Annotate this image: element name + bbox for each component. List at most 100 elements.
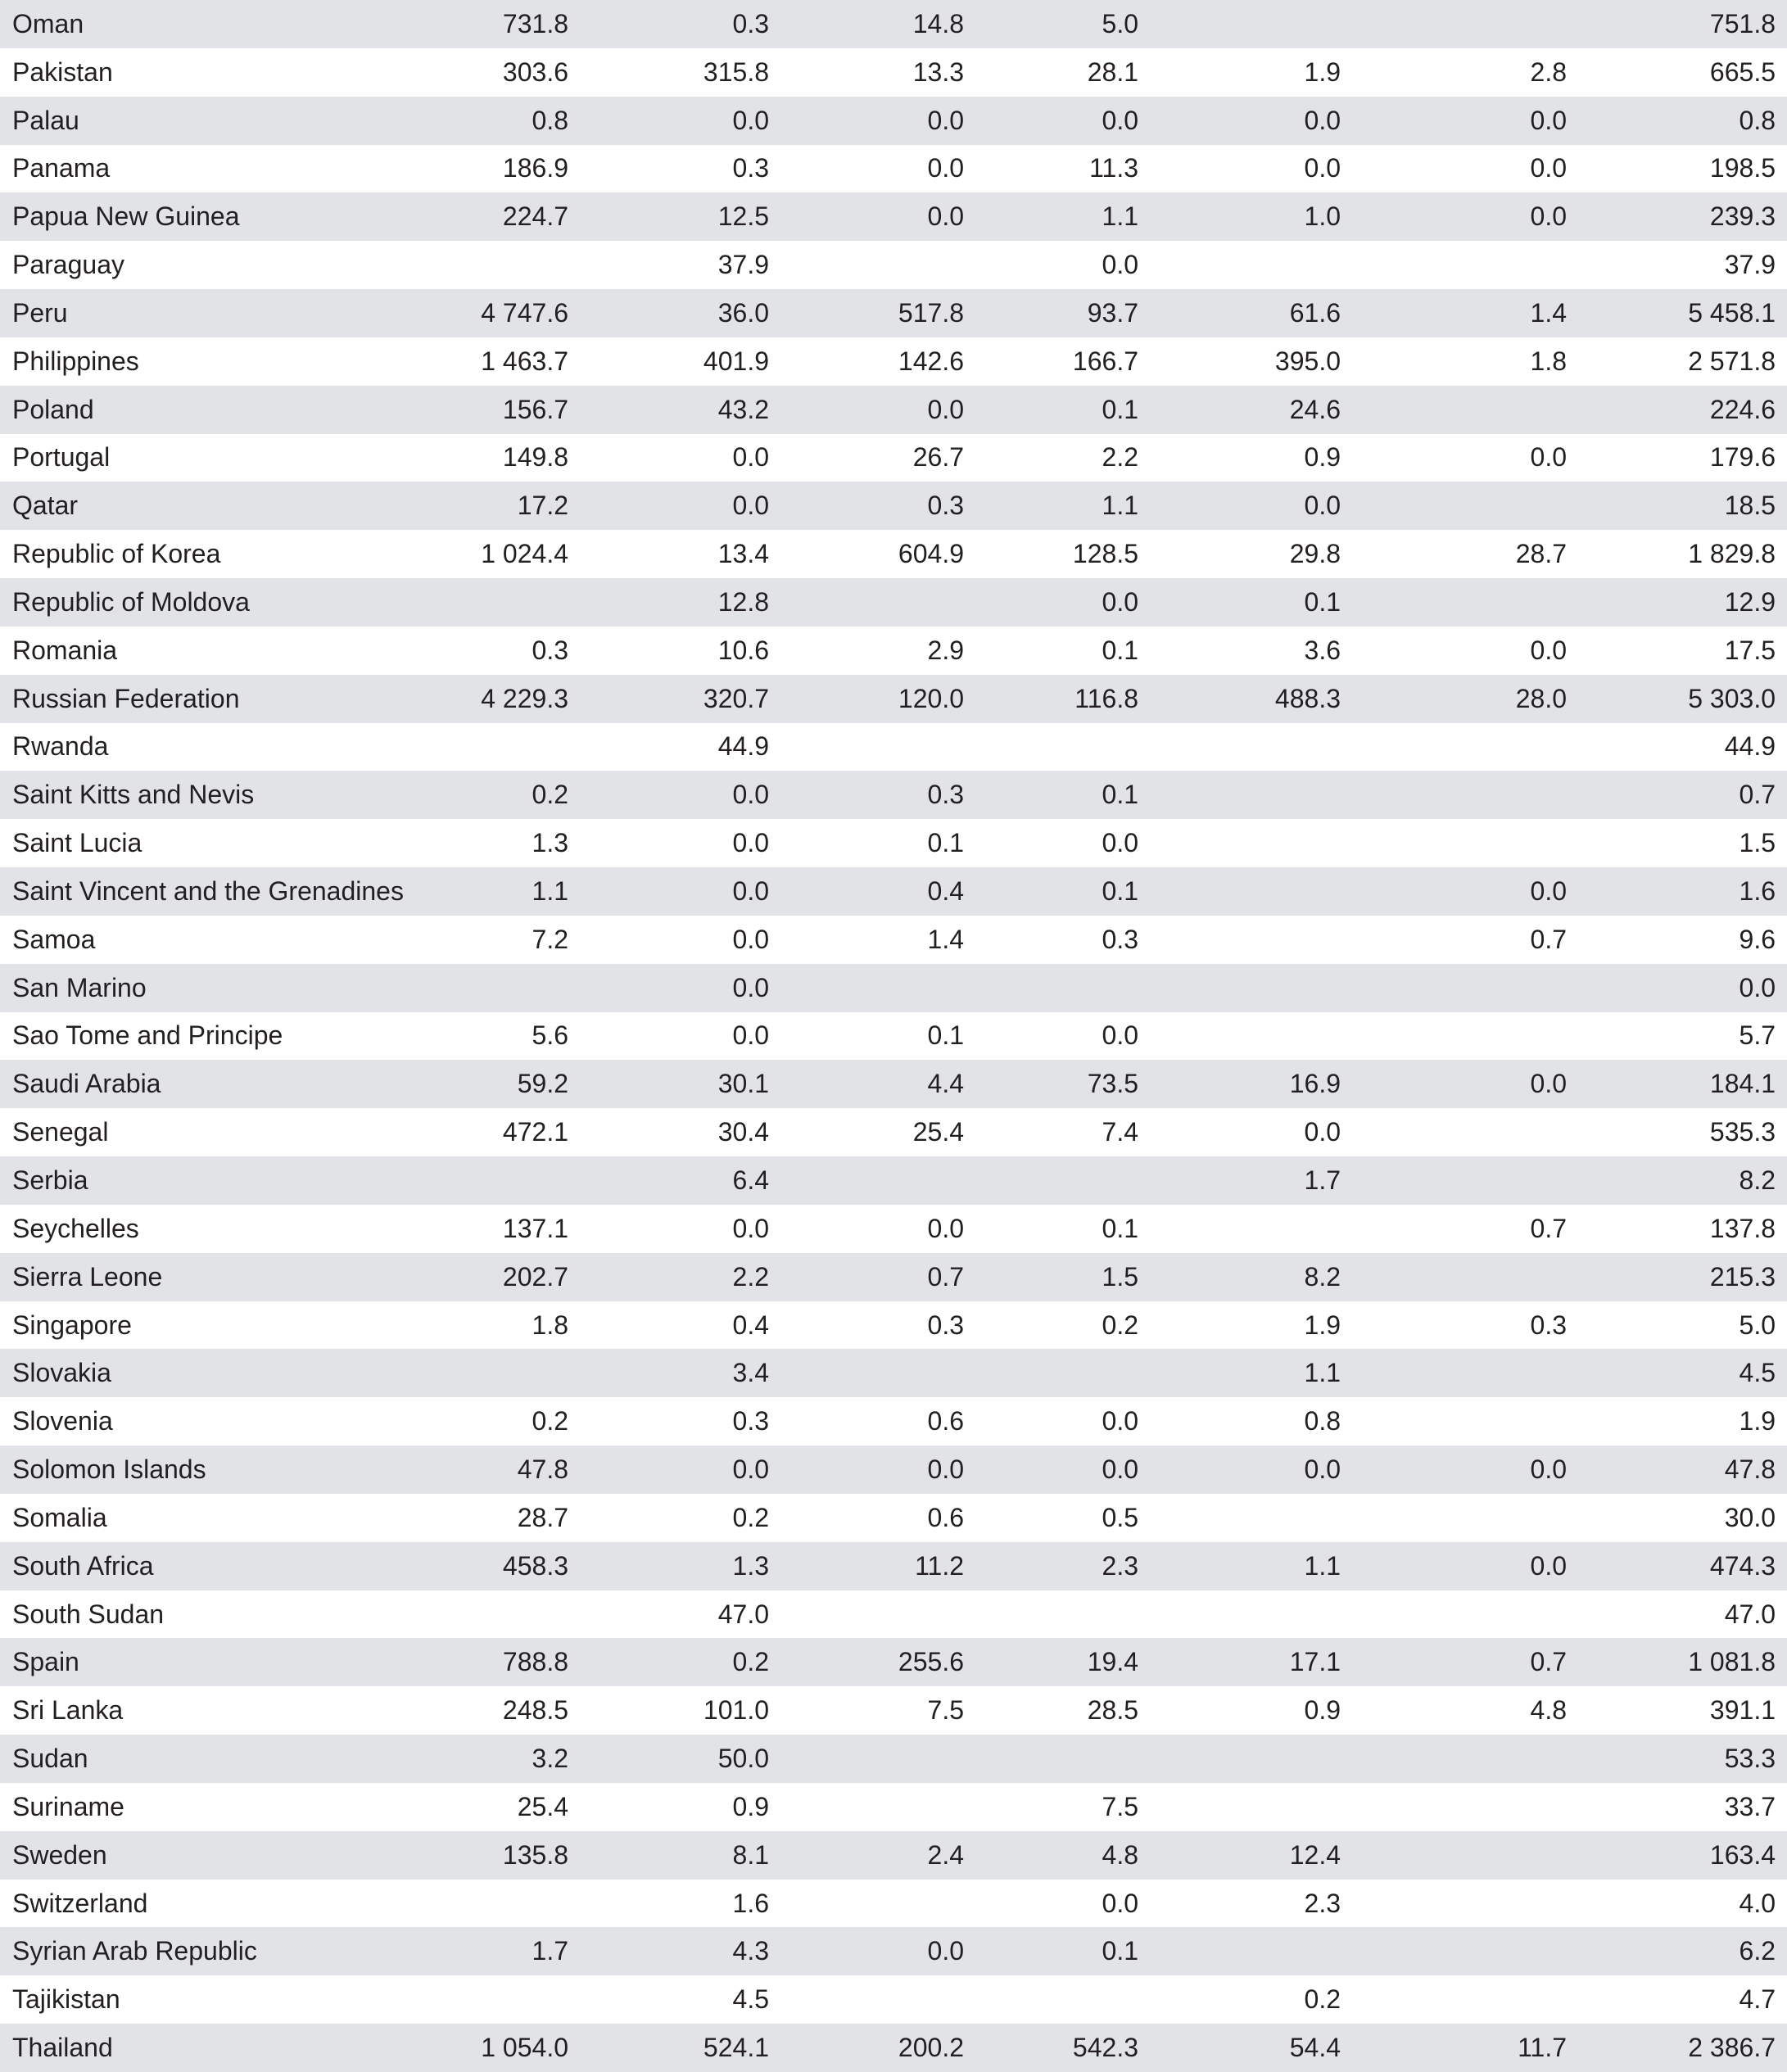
value-cell: 1.1 [1304,1550,1341,1581]
value-cell: 13.4 [717,539,769,569]
table-row: Philippines 1 463.7 401.9 142.6 166.7 395.0 1.… [0,337,1787,386]
value-cell: 0.1 [1304,586,1341,617]
value-cell: 0.0 [927,394,964,424]
value-cell: 1.6 [732,1888,769,1918]
value-cell: 2.3 [1304,1888,1341,1918]
value-cell: 47.0 [717,1599,769,1629]
value-cell: 4.8 [1102,1839,1138,1870]
value-cell: 61.6 [1289,297,1341,328]
value-cell: 0.4 [927,875,964,906]
value-cell: 0.3 [927,1310,964,1340]
value-cell: 163.4 [1709,1839,1776,1870]
value-cell: 4 229.3 [481,683,568,713]
value-cell: 0.1 [1102,635,1138,665]
table-row: Sudan 3.2 50.0 53.3 [0,1735,1787,1783]
value-cell: 0.0 [1102,1888,1138,1918]
value-cell: 0.5 [1102,1502,1138,1532]
country-name: San Marino [12,972,147,1002]
value-cell: 0.0 [1304,1454,1341,1485]
value-cell: 0.7 [1530,1647,1567,1677]
value-cell: 0.9 [732,1791,769,1821]
value-cell: 248.5 [502,1695,568,1726]
value-cell: 0.2 [1102,1310,1138,1340]
value-cell: 2.8 [1530,57,1567,87]
value-cell: 28.7 [517,1502,568,1532]
value-cell: 0.3 [1530,1310,1567,1340]
value-cell: 224.6 [1709,394,1776,424]
value-cell: 0.0 [1530,442,1567,473]
value-cell: 7.2 [532,924,568,954]
country-name: Peru [12,297,68,328]
value-cell: 1.4 [927,924,964,954]
table-row: Portugal 149.8 0.0 26.7 2.2 0.9 0.0 179.6 [0,434,1787,482]
table-row: Republic of Korea 1 024.4 13.4 604.9 128.5 29… [0,530,1787,578]
value-cell: 142.6 [898,346,964,376]
table-row: Serbia 6.4 1.7 8.2 [0,1156,1787,1205]
value-cell: 320.7 [703,683,769,713]
value-cell: 9.6 [1739,924,1776,954]
value-cell: 1 054.0 [481,2033,568,2063]
value-cell: 315.8 [703,57,769,87]
country-name: Russian Federation [12,683,240,713]
value-cell: 17.2 [517,491,568,521]
value-cell: 156.7 [502,394,568,424]
value-cell: 0.3 [927,491,964,521]
value-cell: 0.2 [732,1502,769,1532]
value-cell: 0.1 [1102,875,1138,906]
value-cell: 4.0 [1739,1888,1776,1918]
value-cell: 0.0 [732,828,769,858]
table-row: Solomon Islands 47.8 0.0 0.0 0.0 0.0 0.0 47.8 [0,1445,1787,1494]
value-cell: 4.5 [732,1984,769,2015]
value-cell: 13.3 [912,57,964,87]
country-name: Slovenia [12,1406,113,1436]
value-cell: 1 081.8 [1688,1647,1776,1677]
value-cell: 25.4 [517,1791,568,1821]
value-cell: 11.7 [1518,2033,1567,2063]
value-cell: 535.3 [1709,1117,1776,1147]
country-name: Syrian Arab Republic [12,1936,257,1966]
value-cell: 184.1 [1709,1069,1776,1099]
value-cell: 12.4 [1289,1839,1341,1870]
table-row: Switzerland 1.6 0.0 2.3 4.0 [0,1880,1787,1928]
value-cell: 395.0 [1274,346,1341,376]
value-cell: 59.2 [517,1069,568,1099]
value-cell: 0.2 [532,1406,568,1436]
value-cell: 0.6 [927,1406,964,1436]
value-cell: 198.5 [1709,153,1776,183]
value-cell: 0.0 [927,105,964,135]
value-cell: 0.0 [1530,635,1567,665]
value-cell: 0.0 [1530,105,1567,135]
value-cell: 0.0 [732,105,769,135]
value-cell: 0.0 [732,1020,769,1051]
value-cell: 0.0 [732,875,769,906]
value-cell: 0.7 [927,1261,964,1292]
value-cell: 12.8 [717,586,769,617]
value-cell: 137.1 [502,1213,568,1243]
table-row: Somalia 28.7 0.2 0.6 0.5 30.0 [0,1494,1787,1542]
value-cell: 135.8 [502,1839,568,1870]
value-cell: 0.0 [732,1454,769,1485]
value-cell: 0.0 [1102,1454,1138,1485]
value-cell: 1.1 [532,875,568,906]
value-cell: 0.0 [732,491,769,521]
country-name: Somalia [12,1502,107,1532]
value-cell: 524.1 [703,2033,769,2063]
country-name: Palau [12,105,79,135]
table-row: Rwanda 44.9 44.9 [0,723,1787,771]
country-name: Romania [12,635,118,665]
value-cell: 26.7 [912,442,964,473]
country-name: Poland [12,394,94,424]
value-cell: 0.7 [1530,924,1567,954]
table-row: South Africa 458.3 1.3 11.2 2.3 1.1 0.0 474.3 [0,1541,1787,1590]
value-cell: 5 458.1 [1688,297,1776,328]
value-cell: 458.3 [502,1550,568,1581]
value-cell: 137.8 [1709,1213,1776,1243]
value-cell: 0.0 [1739,972,1776,1002]
value-cell: 0.1 [927,828,964,858]
value-cell: 0.0 [1530,153,1567,183]
value-cell: 239.3 [1709,201,1776,232]
value-cell: 14.8 [912,8,964,38]
value-cell: 3.4 [732,1358,769,1388]
country-name: Thailand [12,2033,113,2063]
country-name: Portugal [12,442,111,473]
